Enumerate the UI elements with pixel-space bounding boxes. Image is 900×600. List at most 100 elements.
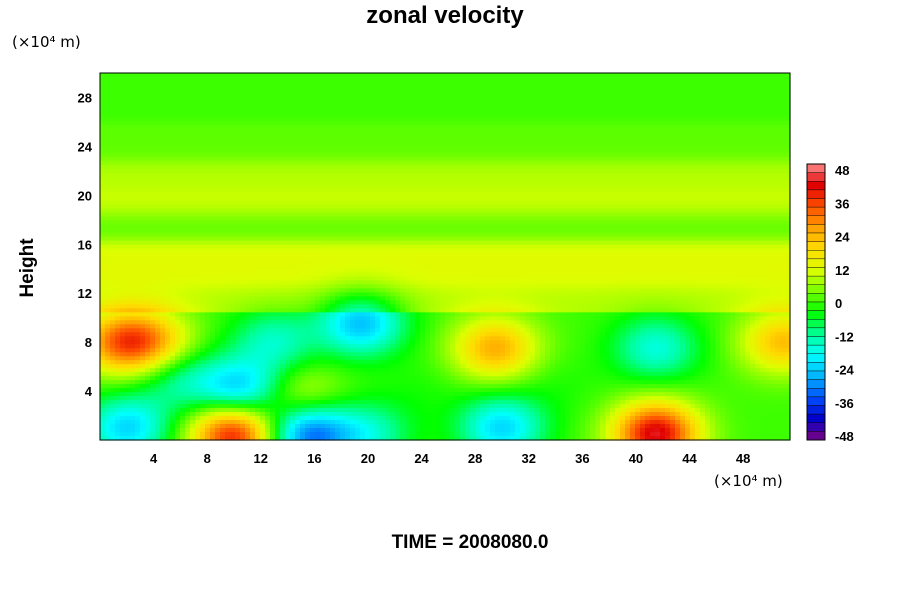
field-cell (655, 84, 661, 90)
field-cell (470, 200, 476, 206)
field-cell (565, 132, 571, 138)
field-cell (480, 184, 486, 190)
field-cell (265, 176, 271, 182)
field-cell (425, 80, 431, 86)
field-cell (415, 144, 421, 150)
field-cell (725, 208, 731, 214)
field-cell (555, 88, 561, 94)
field-cell (770, 196, 776, 202)
field-cell (285, 176, 291, 182)
field-cell (105, 176, 111, 182)
field-cell (650, 188, 656, 194)
field-cell (145, 172, 151, 178)
field-cell (765, 80, 771, 86)
field-cell (555, 80, 561, 86)
field-cell (180, 92, 186, 98)
field-cell (360, 196, 366, 202)
field-cell (580, 176, 586, 182)
field-cell (480, 172, 486, 178)
field-cell (625, 112, 631, 118)
field-cell (675, 73, 681, 78)
field-cell (620, 196, 626, 202)
field-cell (715, 172, 721, 178)
field-cell (200, 112, 206, 118)
field-cell (230, 76, 236, 82)
field-cell (540, 176, 546, 182)
field-cell (745, 100, 751, 106)
field-cell (710, 192, 716, 198)
field-cell (235, 104, 241, 110)
field-cell (120, 176, 126, 182)
field-cell (320, 116, 326, 122)
field-cell (165, 208, 171, 214)
field-cell (285, 204, 291, 210)
field-cell (735, 92, 741, 98)
field-cell (160, 100, 166, 106)
field-cell (740, 136, 746, 142)
field-cell (345, 80, 351, 86)
field-cell (180, 73, 186, 78)
field-cell (570, 172, 576, 178)
field-cell (765, 208, 771, 214)
field-cell (745, 88, 751, 94)
field-cell (600, 84, 606, 90)
field-cell (135, 124, 141, 130)
field-cell (770, 172, 776, 178)
field-cell (450, 180, 456, 186)
field-cell (550, 132, 556, 138)
field-cell (505, 192, 511, 198)
field-cell (500, 124, 506, 130)
field-cell (140, 196, 146, 202)
field-cell (340, 108, 346, 114)
field-cell (215, 128, 221, 134)
field-cell (765, 76, 771, 82)
field-cell (200, 148, 206, 154)
field-cell (695, 128, 701, 134)
field-cell (535, 88, 541, 94)
field-cell (760, 156, 766, 162)
field-cell (780, 76, 786, 82)
field-cell (400, 156, 406, 162)
field-cell (140, 188, 146, 194)
field-cell (395, 80, 401, 86)
field-cell (150, 156, 156, 162)
field-cell (360, 96, 366, 102)
field-cell (775, 192, 781, 198)
field-cell (555, 184, 561, 190)
field-cell (375, 200, 381, 206)
field-cell (210, 180, 216, 186)
field-cell (205, 188, 211, 194)
field-cell (385, 200, 391, 206)
field-cell (245, 124, 251, 130)
field-cell (185, 208, 191, 214)
field-cell (485, 204, 491, 210)
field-cell (315, 112, 321, 118)
field-cell (625, 200, 631, 206)
field-cell (350, 124, 356, 130)
field-cell (275, 73, 281, 78)
field-cell (520, 196, 526, 202)
field-cell (205, 100, 211, 106)
field-cell (585, 92, 591, 98)
field-cell (420, 164, 426, 170)
field-cell (135, 160, 141, 166)
field-cell (660, 168, 666, 174)
field-cell (265, 196, 271, 202)
field-cell (410, 184, 416, 190)
field-cell (370, 204, 376, 210)
field-cell (235, 73, 241, 78)
field-cell (770, 116, 776, 122)
field-cell (200, 76, 206, 82)
field-cell (115, 144, 121, 150)
field-cell (250, 92, 256, 98)
field-cell (665, 152, 671, 158)
field-cell (420, 76, 426, 82)
field-cell (585, 192, 591, 198)
field-cell (270, 112, 276, 118)
field-cell (225, 100, 231, 106)
field-cell (635, 132, 641, 138)
field-cell (320, 172, 326, 178)
field-cell (225, 88, 231, 94)
field-cell (195, 120, 201, 126)
field-cell (200, 124, 206, 130)
